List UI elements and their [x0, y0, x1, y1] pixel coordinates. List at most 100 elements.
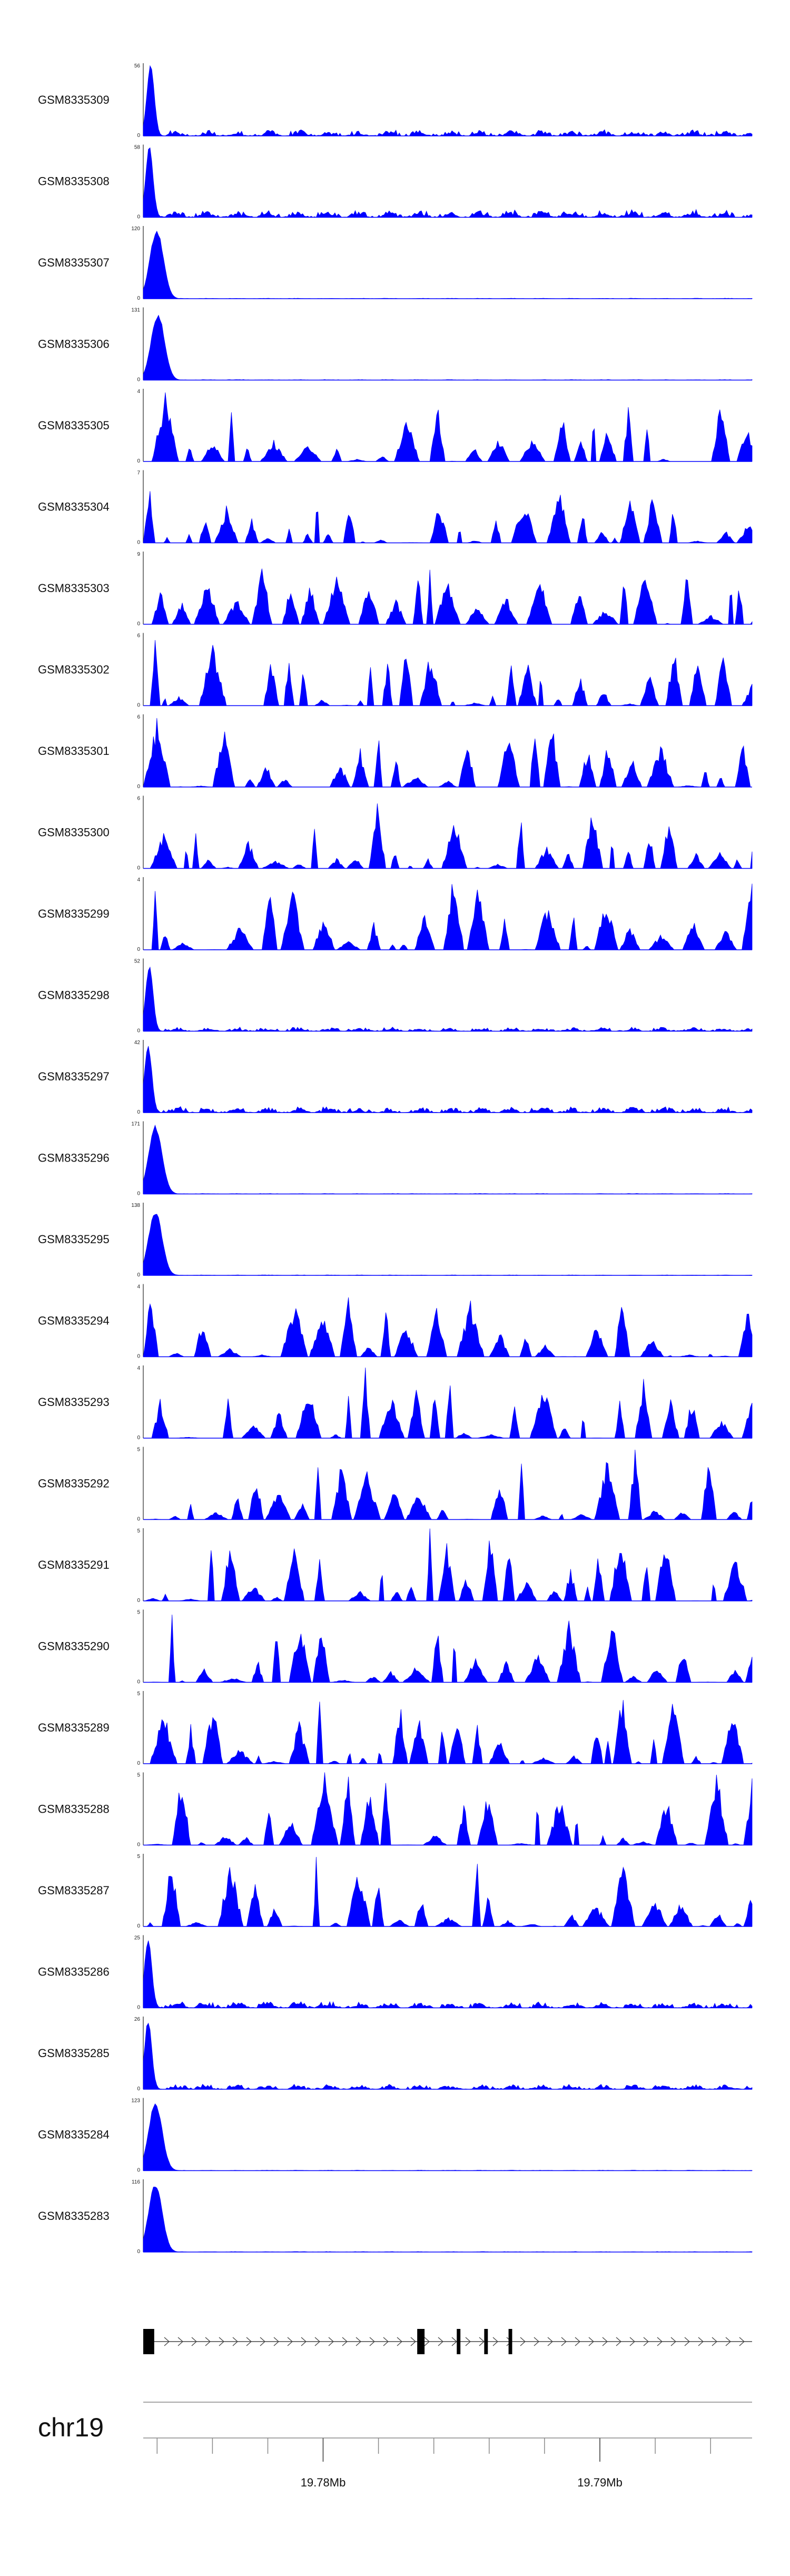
track-GSM8335285: GSM8335285 26 0 — [38, 2017, 753, 2092]
ymax-label: 123 — [131, 2098, 140, 2104]
tick-label: 19.79Mb — [577, 2476, 623, 2489]
track-GSM8335286: GSM8335286 25 0 — [38, 1935, 753, 2011]
ymax-label: 5 — [137, 1610, 140, 1616]
signal-area — [143, 640, 753, 706]
track-GSM8335307: GSM8335307 120 0 — [38, 226, 753, 301]
strand-arrow — [424, 2337, 430, 2346]
ymin-label: 0 — [137, 866, 140, 871]
strand-arrow — [342, 2337, 348, 2346]
signal-area — [143, 568, 753, 625]
ymax-label: 7 — [137, 470, 140, 476]
ymax-label: 5 — [137, 1773, 140, 1778]
track-GSM8335300: GSM8335300 6 0 — [38, 795, 753, 871]
track-GSM8335306: GSM8335306 131 0 — [38, 307, 753, 383]
track-GSM8335298: GSM8335298 52 0 — [38, 958, 753, 1034]
ymax-label: 131 — [131, 308, 140, 313]
strand-arrow — [410, 2337, 416, 2346]
ymin-label: 0 — [137, 1598, 140, 1604]
strand-arrow — [369, 2337, 375, 2346]
strand-arrow — [657, 2337, 663, 2346]
track-label: GSM8335298 — [38, 989, 110, 1002]
signal-area — [143, 1449, 753, 1520]
track-GSM8335304: GSM8335304 7 0 — [38, 470, 753, 546]
strand-arrow — [328, 2337, 334, 2346]
signal-area — [143, 392, 753, 462]
ymax-label: 9 — [137, 552, 140, 557]
track-GSM8335308: GSM8335308 58 0 — [38, 144, 753, 220]
strand-arrow — [588, 2337, 594, 2346]
track-GSM8335303: GSM8335303 9 0 — [38, 552, 753, 627]
strand-arrow — [479, 2337, 485, 2346]
track-label: GSM8335306 — [38, 338, 110, 351]
gene-exon — [508, 2329, 512, 2354]
strand-arrow — [602, 2337, 608, 2346]
strand-arrow — [561, 2337, 567, 2346]
ymin-label: 0 — [137, 1923, 140, 1929]
ymin-label: 0 — [137, 2086, 140, 2092]
ymax-label: 42 — [134, 1040, 141, 1046]
coordinate-axis: chr19 19.78Mb 19.79Mb — [38, 2402, 752, 2489]
strand-arrow — [219, 2337, 224, 2346]
ymax-label: 120 — [131, 226, 140, 232]
track-GSM8335295: GSM8335295 138 0 — [38, 1203, 753, 1278]
track-label: GSM8335283 — [38, 2209, 110, 2223]
ymin-label: 0 — [137, 1272, 140, 1278]
ymax-label: 6 — [137, 796, 140, 802]
track-label: GSM8335284 — [38, 2128, 110, 2141]
track-label: GSM8335285 — [38, 2047, 110, 2060]
track-label: GSM8335309 — [38, 93, 110, 106]
strand-arrow — [164, 2337, 170, 2346]
track-label: GSM8335303 — [38, 582, 110, 595]
signal-area — [143, 1940, 753, 2009]
track-label: GSM8335289 — [38, 1721, 110, 1734]
track-label: GSM8335300 — [38, 826, 110, 839]
signal-area — [143, 1124, 753, 1194]
signal-area — [143, 491, 753, 543]
strand-arrow — [205, 2337, 211, 2346]
track-GSM8335296: GSM8335296 171 0 — [38, 1121, 753, 1197]
ymin-label: 0 — [137, 377, 140, 383]
strand-arrow — [301, 2337, 307, 2346]
strand-arrow — [739, 2337, 745, 2346]
ymax-label: 4 — [137, 1284, 140, 1290]
ymin-label: 0 — [137, 2249, 140, 2255]
strand-arrow — [273, 2337, 279, 2346]
track-GSM8335284: GSM8335284 123 0 — [38, 2098, 753, 2174]
ymax-label: 5 — [137, 1447, 140, 1453]
track-label: GSM8335286 — [38, 1965, 110, 1979]
signal-area — [143, 2022, 753, 2090]
track-label: GSM8335288 — [38, 1803, 110, 1816]
track-GSM8335294: GSM8335294 4 0 — [38, 1284, 753, 1360]
strand-arrow — [191, 2337, 197, 2346]
signal-area — [143, 147, 753, 218]
ymax-label: 52 — [134, 959, 141, 965]
gene-track — [143, 2329, 752, 2354]
track-label: GSM8335304 — [38, 500, 110, 514]
strand-arrow — [287, 2337, 293, 2346]
signal-area — [143, 1046, 753, 1113]
signal-area — [143, 65, 753, 136]
track-GSM8335297: GSM8335297 42 0 — [38, 1040, 753, 1115]
strand-arrow — [246, 2337, 252, 2346]
strand-arrow — [575, 2337, 580, 2346]
signal-area — [143, 1297, 753, 1357]
track-label: GSM8335296 — [38, 1152, 110, 1165]
track-label: GSM8335295 — [38, 1233, 110, 1246]
ymin-label: 0 — [137, 1435, 140, 1441]
track-label: GSM8335308 — [38, 175, 110, 188]
signal-area — [143, 1856, 753, 1927]
track-GSM8335301: GSM8335301 6 0 — [38, 714, 752, 790]
strand-arrow — [232, 2337, 238, 2346]
ymin-label: 0 — [137, 133, 140, 139]
track-GSM8335302: GSM8335302 6 0 — [38, 633, 753, 709]
ymin-label: 0 — [137, 1354, 140, 1360]
signal-area — [143, 883, 753, 950]
signal-area — [143, 803, 753, 869]
track-GSM8335293: GSM8335293 4 0 — [38, 1365, 753, 1441]
ymin-label: 0 — [137, 1761, 140, 1766]
track-label: GSM8335299 — [38, 907, 110, 920]
gene-exon — [417, 2329, 425, 2354]
ymax-label: 138 — [131, 1203, 140, 1208]
strand-arrow — [684, 2337, 690, 2346]
ymax-label: 26 — [134, 2017, 141, 2022]
